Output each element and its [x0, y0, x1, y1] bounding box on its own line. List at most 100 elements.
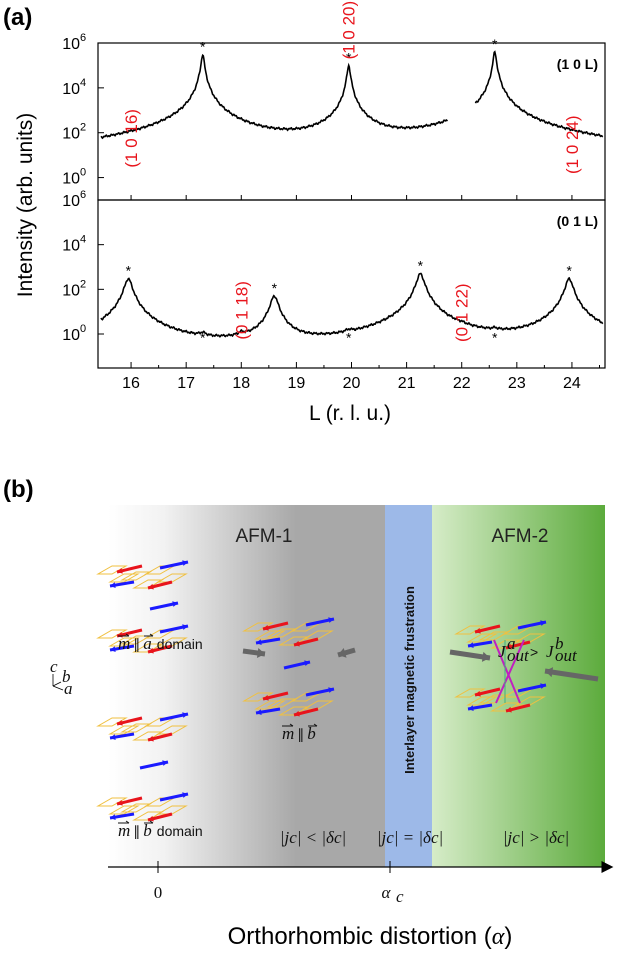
afm2-background — [432, 505, 605, 867]
spin-arrowhead — [148, 815, 154, 822]
spin-arrowhead — [256, 709, 262, 715]
peak-star: * — [126, 263, 132, 279]
condition-1: |jc| < |δc| — [280, 828, 346, 847]
condition-2: |jc| = |δc| — [377, 828, 443, 847]
spin-arrowhead — [468, 705, 474, 711]
peak-star: * — [200, 330, 206, 346]
y-tick-exponent: 4 — [80, 234, 86, 246]
spin-arrowhead — [328, 617, 334, 623]
spin-arrowhead — [117, 719, 123, 726]
y-tick-label: 10 — [62, 81, 80, 98]
spin-arrowhead — [328, 687, 334, 693]
pressure-arrow — [544, 668, 599, 682]
svg-text:out: out — [507, 646, 530, 665]
series-line-10L — [100, 50, 604, 140]
spin-arrowhead — [110, 814, 116, 820]
mid-m: m — [282, 724, 294, 743]
spin-arrowhead — [475, 690, 481, 697]
panel-a-frame — [97, 42, 606, 369]
svg-text:m∥b: m ∥ b — [282, 724, 316, 743]
domain-a-label: m ∥ a domain — [118, 634, 203, 653]
pressure-arrowhead — [481, 651, 490, 662]
spin-plaquette — [108, 805, 140, 815]
peak-star: * — [566, 263, 572, 279]
tick-zero-label: 0 — [154, 883, 163, 902]
spin-arrowhead — [182, 560, 188, 566]
y-tick-exponent: 4 — [80, 77, 86, 89]
y-tick-label: 10 — [62, 238, 80, 255]
spin-plaquette — [96, 717, 128, 727]
spin-arrowhead — [110, 582, 116, 588]
domain-b-m: m — [118, 821, 130, 840]
axis-c: c — [50, 657, 58, 676]
spin-arrowhead — [182, 712, 188, 718]
x-tick-label: 18 — [232, 375, 250, 392]
frustration-band — [385, 505, 432, 867]
x-tick-label: 22 — [453, 375, 471, 392]
peak-star: * — [346, 49, 352, 65]
peak-star: * — [346, 330, 352, 346]
spin-arrowhead — [540, 620, 546, 626]
x-tick-label: 24 — [563, 375, 581, 392]
j-b: J — [546, 642, 555, 661]
tick-ac-label: α — [382, 883, 392, 902]
pressure-arrowhead — [256, 647, 265, 659]
peak-star: * — [492, 36, 498, 52]
spin-arrowhead — [256, 639, 262, 645]
peak-star: * — [418, 258, 424, 274]
svg-text:>: > — [530, 644, 538, 660]
domain-a-word: domain — [157, 636, 203, 652]
vector-arrows — [118, 633, 318, 824]
top-plot-frame — [97, 42, 606, 201]
y-tick-exponent: 0 — [80, 323, 86, 335]
spin-plaquette — [242, 692, 274, 702]
pressure-arrowhead — [545, 667, 554, 678]
peak-label: (1 0 20) — [340, 1, 359, 60]
x-ticks: 16 17 18 19 20 21 22 23 24 — [122, 195, 600, 392]
spin-arrowhead — [506, 706, 512, 713]
spin-arrowhead — [294, 640, 300, 647]
x-tick-label: 20 — [343, 375, 361, 392]
j-a-sub: out — [507, 646, 530, 665]
peak-stars: * * * * * * * * * * — [126, 36, 573, 346]
spin-arrowhead — [263, 694, 269, 701]
y-tick-exponent: 0 — [80, 167, 86, 179]
spin-arrowhead — [182, 792, 188, 798]
mid-label: m ∥ b — [282, 724, 316, 743]
x-tick-label: 21 — [398, 375, 416, 392]
j-b-sub: out — [555, 646, 578, 665]
x-axis-title: L (r. l. u.) — [309, 402, 391, 425]
spin-plaquette — [254, 630, 286, 640]
spin-arrowhead — [506, 643, 512, 650]
spin-arrowhead — [182, 624, 188, 630]
y-tick-label: 10 — [62, 126, 80, 143]
frustration-label: Interlayer magnetic frustration — [402, 586, 417, 774]
peak-label: (0 1 22) — [453, 283, 472, 342]
y-tick-label: 10 — [62, 193, 80, 210]
panel-a-label: (a) — [3, 4, 32, 31]
exchange-line — [495, 639, 525, 704]
j-gt: > — [530, 644, 538, 660]
peak-label: (0 1 18) — [232, 281, 251, 340]
spin-plaquette — [466, 696, 498, 706]
axis-a: a — [64, 679, 73, 698]
spin-plaquette — [454, 625, 486, 635]
spin-plaquette — [108, 637, 140, 647]
spin-illustrations — [96, 560, 599, 822]
svg-text:a: a — [507, 634, 516, 653]
domain-a-vec: a — [143, 634, 152, 653]
j-out-label: J a out > J b out — [498, 634, 578, 665]
peak-labels: (1 0 16) (1 0 20) (1 0 24) (0 1 18) (0 1 22) — [122, 1, 582, 342]
peak-label: (1 0 24) — [563, 115, 582, 174]
j-a-sup: a — [507, 634, 516, 653]
spin-arrowhead — [172, 601, 178, 607]
spin-arrowhead — [540, 683, 546, 689]
spin-arrowhead — [304, 660, 310, 666]
bottom-plot-frame — [97, 199, 606, 369]
spin-arrowhead — [148, 583, 154, 590]
spin-arrowhead — [148, 647, 154, 654]
